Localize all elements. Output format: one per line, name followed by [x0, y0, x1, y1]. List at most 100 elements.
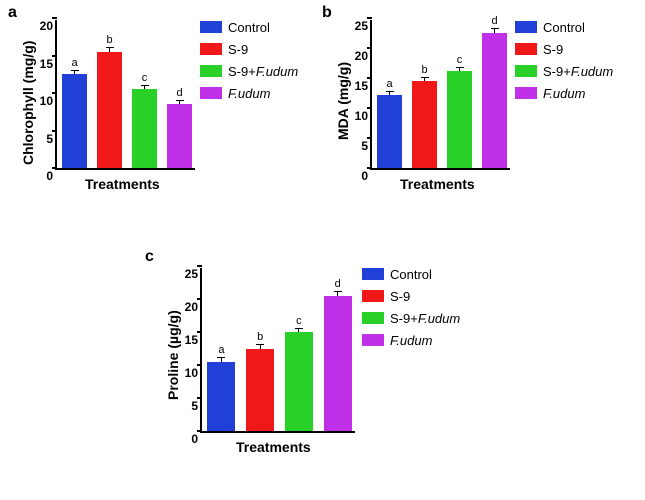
y-tick-label: 5 — [46, 132, 57, 146]
legend-swatch — [362, 312, 384, 324]
error-bar — [74, 71, 75, 74]
legend-swatch — [362, 268, 384, 280]
plot-b: 0510152025abcd — [370, 20, 510, 170]
legend-swatch — [362, 290, 384, 302]
legend-label: Control — [543, 20, 585, 35]
y-tick-label: 5 — [361, 139, 372, 153]
y-tick-label: 0 — [361, 169, 372, 183]
legend-item-fudum: F.udum — [515, 84, 613, 102]
legend-item-s9: S-9 — [362, 287, 460, 305]
significance-letter: a — [386, 78, 392, 90]
x-axis-label-b: Treatments — [400, 176, 475, 192]
panel-label-c: c — [145, 248, 154, 266]
y-tick-mark — [367, 77, 372, 79]
error-bar — [337, 292, 338, 296]
error-bar — [144, 86, 145, 89]
significance-letter: d — [176, 87, 182, 99]
y-tick-label: 15 — [40, 57, 57, 71]
significance-letter: a — [218, 344, 224, 356]
error-bar — [494, 29, 495, 33]
y-tick-mark — [367, 107, 372, 109]
legend-label: Control — [228, 20, 270, 35]
legend-b: Control S-9 S-9+F.udum F.udum — [515, 18, 613, 106]
legend-label: S-9+F.udum — [543, 64, 613, 79]
bar-control — [207, 362, 235, 431]
bar-fudum — [324, 296, 352, 431]
error-bar — [459, 68, 460, 71]
legend-item-fudum: F.udum — [200, 84, 298, 102]
plot-c: 0510152025abcd — [200, 268, 355, 433]
y-axis-label-c: Proline (µg/g) — [165, 310, 181, 400]
plot-a: 05101520abcd — [55, 20, 195, 170]
legend-swatch — [362, 334, 384, 346]
legend-swatch — [200, 87, 222, 99]
y-tick-mark — [52, 17, 57, 19]
y-tick-label: 10 — [355, 109, 372, 123]
legend-label: S-9 — [390, 289, 410, 304]
bar-s9 — [412, 81, 437, 168]
error-cap — [71, 70, 79, 71]
error-bar — [109, 48, 110, 52]
legend-label: F.udum — [543, 86, 585, 101]
y-tick-label: 20 — [185, 300, 202, 314]
legend-label: F.udum — [228, 86, 270, 101]
significance-letter: b — [257, 331, 263, 343]
y-tick-label: 0 — [191, 432, 202, 446]
bar-fudum — [482, 33, 507, 168]
error-bar — [424, 78, 425, 81]
y-tick-label: 10 — [185, 366, 202, 380]
error-cap — [176, 100, 184, 101]
error-cap — [217, 357, 225, 358]
significance-letter: a — [71, 57, 77, 69]
error-cap — [491, 28, 499, 29]
legend-swatch — [515, 65, 537, 77]
error-cap — [456, 67, 464, 68]
legend-item-s9: S-9 — [200, 40, 298, 58]
legend-swatch — [515, 43, 537, 55]
bar-fudum — [167, 104, 192, 168]
significance-letter: b — [421, 64, 427, 76]
y-axis-label-b: MDA (mg/g) — [335, 62, 351, 140]
y-tick-mark — [197, 265, 202, 267]
error-bar — [260, 345, 261, 348]
legend-swatch — [200, 21, 222, 33]
y-tick-label: 25 — [185, 267, 202, 281]
legend-swatch — [200, 65, 222, 77]
legend-label: F.udum — [390, 333, 432, 348]
legend-a: Control S-9 S-9+F.udum F.udum — [200, 18, 298, 106]
figure: a 0 5 10 15 20 a b c d Chlorophyll (mg/g) Treatm… — [0, 0, 645, 500]
y-tick-mark — [197, 430, 202, 432]
legend-item-control: Control — [362, 265, 460, 283]
y-tick-mark — [52, 167, 57, 169]
significance-letter: c — [142, 72, 148, 84]
x-axis-label-c: Treatments — [236, 439, 311, 455]
bar-s9 — [246, 349, 274, 432]
legend-item-fudum: F.udum — [362, 331, 460, 349]
x-axis-label-a: Treatments — [85, 176, 160, 192]
y-tick-label: 5 — [191, 399, 202, 413]
legend-swatch — [515, 87, 537, 99]
bar-s9fudum — [285, 332, 313, 431]
error-cap — [334, 291, 342, 292]
y-tick-mark — [367, 167, 372, 169]
y-tick-mark — [367, 17, 372, 19]
legend-swatch — [200, 43, 222, 55]
significance-letter: c — [457, 54, 463, 66]
y-tick-label: 25 — [355, 19, 372, 33]
significance-letter: c — [296, 315, 302, 327]
legend-label: S-9 — [228, 42, 248, 57]
error-cap — [421, 77, 429, 78]
legend-item-s9: S-9 — [515, 40, 613, 58]
legend-item-s9fudum: S-9+F.udum — [200, 62, 298, 80]
legend-item-s9fudum: S-9+F.udum — [362, 309, 460, 327]
legend-item-s9fudum: S-9+F.udum — [515, 62, 613, 80]
error-bar — [298, 329, 299, 332]
error-bar — [221, 358, 222, 361]
bar-s9fudum — [447, 71, 472, 168]
y-axis-label-a: Chlorophyll (mg/g) — [20, 41, 36, 165]
legend-swatch — [515, 21, 537, 33]
panel-label-a: a — [8, 4, 17, 22]
error-cap — [386, 91, 394, 92]
y-tick-mark — [197, 298, 202, 300]
bar-control — [377, 95, 402, 168]
